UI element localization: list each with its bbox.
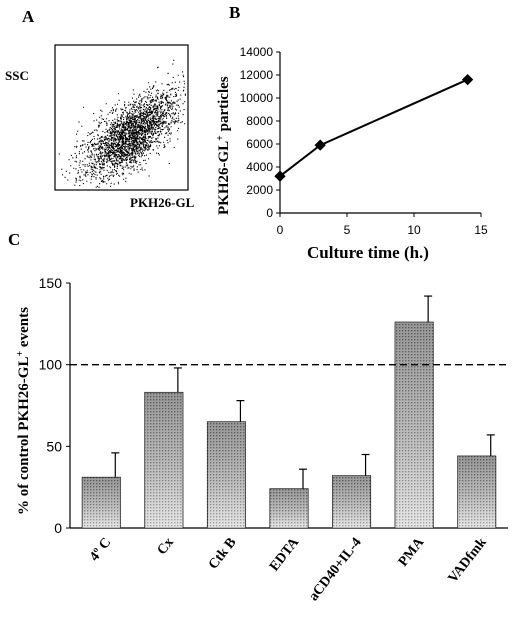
panel-c-category-label: 4º C <box>87 535 114 564</box>
panel-c-bar <box>144 391 184 529</box>
panel-a-scatter: SSC PKH26-GL <box>5 44 195 210</box>
panel-c-ytick-label: 150 <box>39 275 63 291</box>
panel-b-ytick-label: 8000 <box>246 114 273 128</box>
panel-c-ylabel-sup: + <box>15 351 26 357</box>
panel-c-bar-texture <box>270 488 308 528</box>
panel-c-bar <box>457 455 497 529</box>
panel-c-ytick-label: 0 <box>54 520 62 536</box>
panel-b-xtick-label: 10 <box>407 223 421 237</box>
panel-b-ylabel-sup: + <box>215 135 226 141</box>
panel-c-ylabel-tail: events <box>16 307 32 351</box>
panel-c-bar-chart: 0 50 100 150 4º C Cx Ctk B EDTA aCD40+IL-4 PMA VA… <box>15 275 508 604</box>
panel-b-xtick-label: 15 <box>474 223 488 237</box>
panel-b-ytick-label: 10000 <box>240 91 274 105</box>
panel-c-category-label: PMA <box>396 535 428 570</box>
panel-c-bar <box>394 321 434 529</box>
panel-a-frame <box>54 44 189 191</box>
panel-a-dots <box>58 59 186 188</box>
panel-c-bar-texture <box>332 475 371 528</box>
panel-c-bar <box>206 421 246 529</box>
panel-b-ytick-label: 14000 <box>240 45 274 59</box>
panel-c-bar-texture <box>207 421 246 528</box>
panel-b-ytick-label: 6000 <box>246 137 273 151</box>
panel-a-ylabel: SSC <box>5 68 29 83</box>
panel-c-category-label: Cx <box>155 535 177 558</box>
panel-label-b: B <box>229 3 240 22</box>
panel-b-xtick-label: 0 <box>277 223 284 237</box>
panel-c-bar <box>269 488 309 529</box>
panel-b-point <box>461 73 474 86</box>
panel-b-xtick-label: 5 <box>344 223 351 237</box>
panel-label-c: C <box>8 230 20 249</box>
panel-b-xlabel: Culture time (h.) <box>307 243 429 262</box>
panel-b-point <box>274 170 286 182</box>
panel-c-bar-texture <box>457 456 496 528</box>
panel-b-ytick-label: 4000 <box>246 160 273 174</box>
panel-c-ylabel-main: % of control PKH26-GL <box>16 357 32 515</box>
panel-b-ylabel-tail: particles <box>216 76 232 135</box>
panel-c-bar-texture <box>82 477 121 528</box>
panel-c-category-label: aCD40+IL-4 <box>306 535 364 604</box>
panel-c-category-label: Ctk B <box>206 535 240 572</box>
panel-c-category-label: VADfmk <box>446 535 490 586</box>
panel-c-bar-texture <box>144 392 183 528</box>
panel-b-series-line <box>279 78 469 177</box>
panel-a-dot-cloud <box>58 59 186 188</box>
panel-c-ytick-label: 100 <box>39 357 63 373</box>
panel-c-ytick-label: 50 <box>46 438 62 454</box>
panel-b-ytick-label: 2000 <box>246 183 273 197</box>
panel-b-ytick-label: 0 <box>266 206 273 220</box>
panel-c-ylabel: % of control PKH26-GL+ events <box>15 307 33 515</box>
panel-b-ylabel: PKH26-GL+ particles <box>215 76 233 215</box>
panel-b-ylabel-main: PKH26-GL <box>216 141 232 215</box>
panel-b-ytick-label: 12000 <box>240 68 274 82</box>
panel-c-category-label: EDTA <box>267 535 303 575</box>
panel-c-bar <box>81 476 121 529</box>
panel-b-point <box>314 139 326 151</box>
panel-a-xlabel: PKH26-GL <box>130 195 195 210</box>
panel-c-bar <box>332 475 372 529</box>
panel-label-a: A <box>22 7 35 26</box>
panel-c-bar-texture <box>395 322 434 528</box>
